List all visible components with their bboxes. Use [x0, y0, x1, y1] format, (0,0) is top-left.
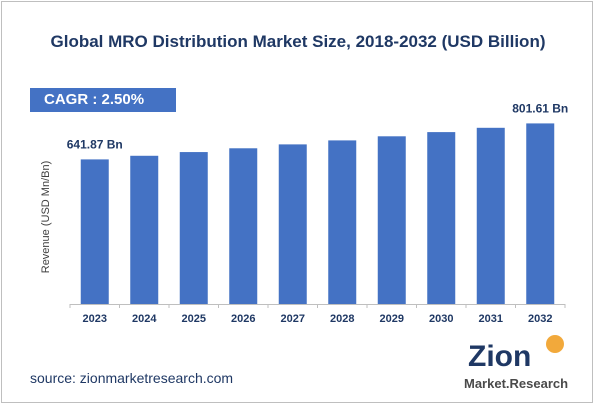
bar-2026: [229, 148, 258, 304]
logo-wordmark: Zion: [468, 340, 531, 373]
x-tick-label: 2023: [83, 313, 107, 325]
x-tick-label: 2028: [330, 313, 354, 325]
bar-2032: [526, 123, 555, 304]
bar-2028: [328, 140, 357, 304]
zion-logo: Zion Market.Research: [464, 335, 568, 391]
source-text: source: zionmarketresearch.com: [30, 370, 234, 386]
cagr-badge: CAGR : 2.50%: [30, 88, 176, 112]
logo-sun-icon: [546, 335, 564, 353]
bar-2030: [427, 132, 456, 304]
bar-2027: [278, 144, 307, 304]
bar-2024: [130, 155, 159, 304]
data-label-2032: 801.61 Bn: [512, 101, 568, 115]
data-label-2023: 641.87 Bn: [67, 137, 123, 151]
x-tick-label: 2030: [429, 313, 453, 325]
x-tick-label: 2029: [380, 313, 404, 325]
x-tick-label: 2032: [528, 313, 552, 325]
logo-subtitle: Market.Research: [464, 376, 568, 391]
x-tick-label: 2027: [281, 313, 305, 325]
x-tick-label: 2026: [231, 313, 255, 325]
x-tick-label: 2024: [132, 313, 157, 325]
bar-2031: [476, 127, 505, 304]
x-tick-label: 2025: [182, 313, 206, 325]
bar-2023: [80, 159, 109, 304]
chart-title: Global MRO Distribution Market Size, 201…: [50, 32, 546, 51]
x-tick-label: 2031: [479, 313, 503, 325]
bar-2029: [377, 136, 406, 304]
bar-2025: [179, 152, 208, 304]
